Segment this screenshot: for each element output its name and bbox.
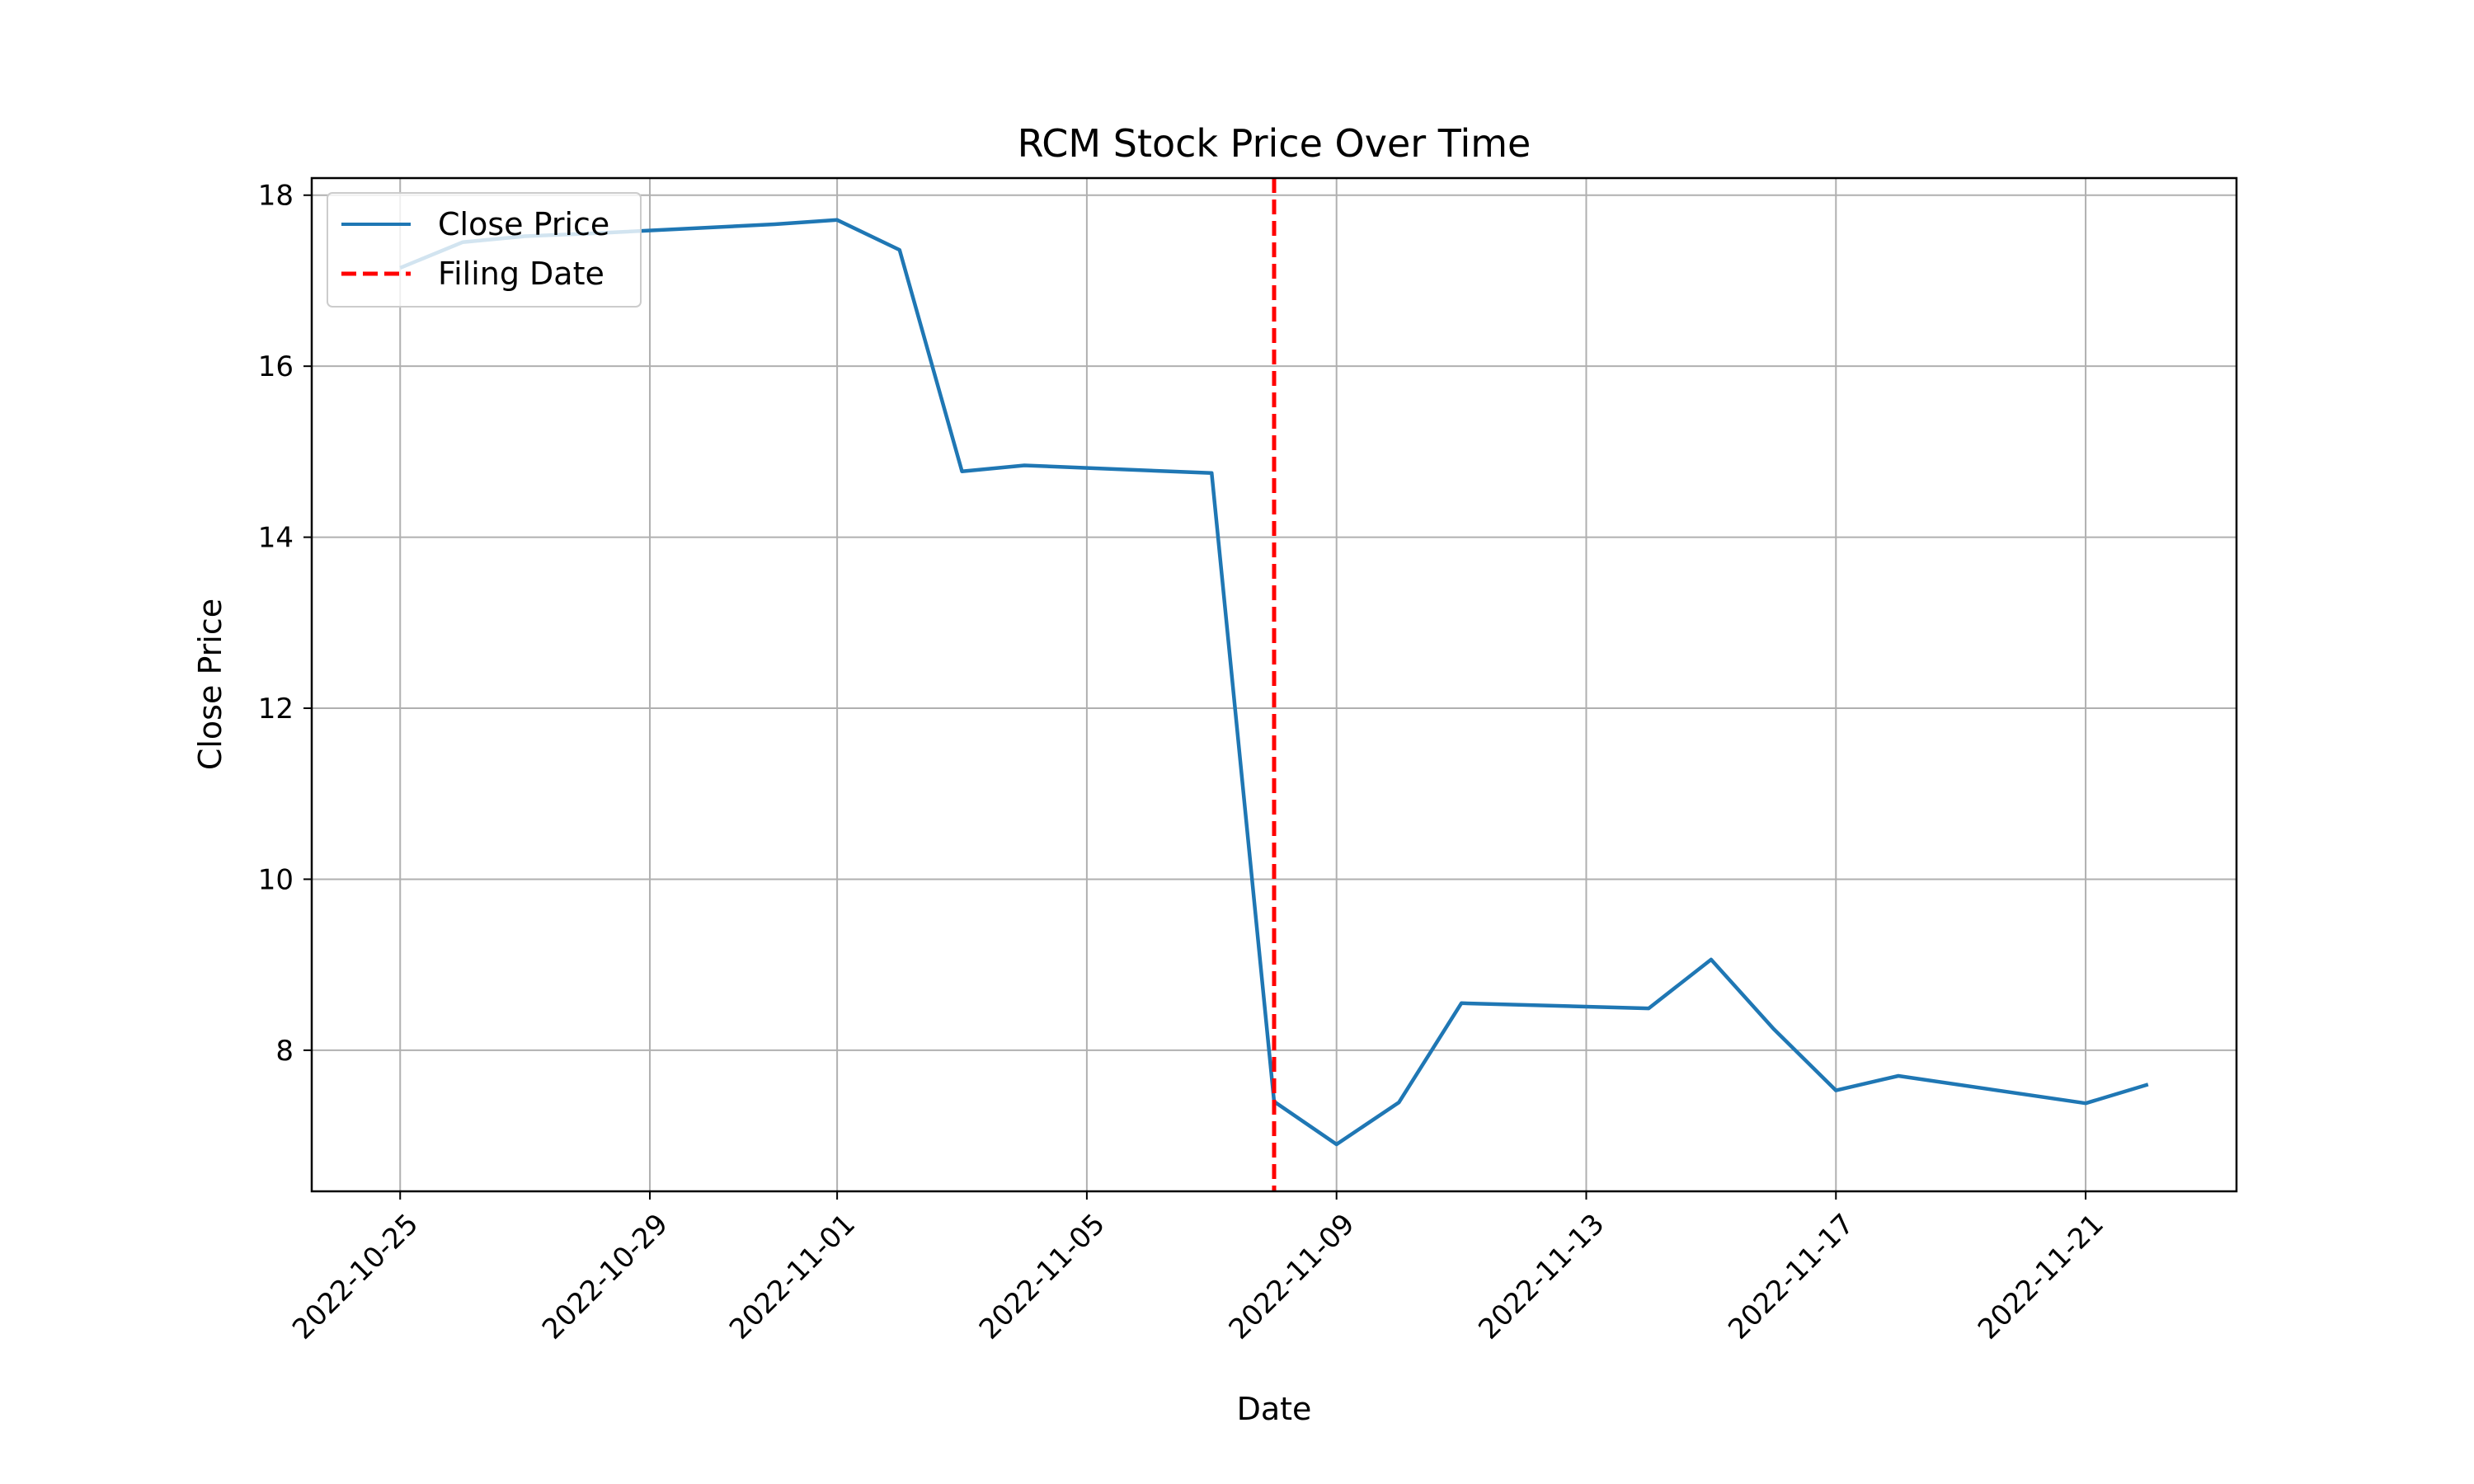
x-axis-title: Date	[1237, 1391, 1312, 1427]
grid	[312, 178, 2236, 1191]
y-tick-label: 18	[258, 180, 294, 213]
y-tick-label: 16	[258, 350, 294, 383]
y-axis-title: Close Price	[192, 599, 228, 770]
y-tick-label: 14	[258, 522, 294, 555]
y-tick-label: 12	[258, 693, 294, 726]
legend: Close Price Filing Date	[327, 192, 642, 308]
legend-label-filing-date: Filing Date	[438, 256, 604, 292]
legend-label-close-price: Close Price	[438, 206, 609, 242]
y-tick-label: 8	[275, 1035, 294, 1068]
plot-frame	[310, 176, 2238, 1193]
legend-box	[327, 192, 642, 308]
y-tick-label: 10	[258, 863, 294, 896]
chart-title: RCM Stock Price Over Time	[1018, 121, 1531, 166]
